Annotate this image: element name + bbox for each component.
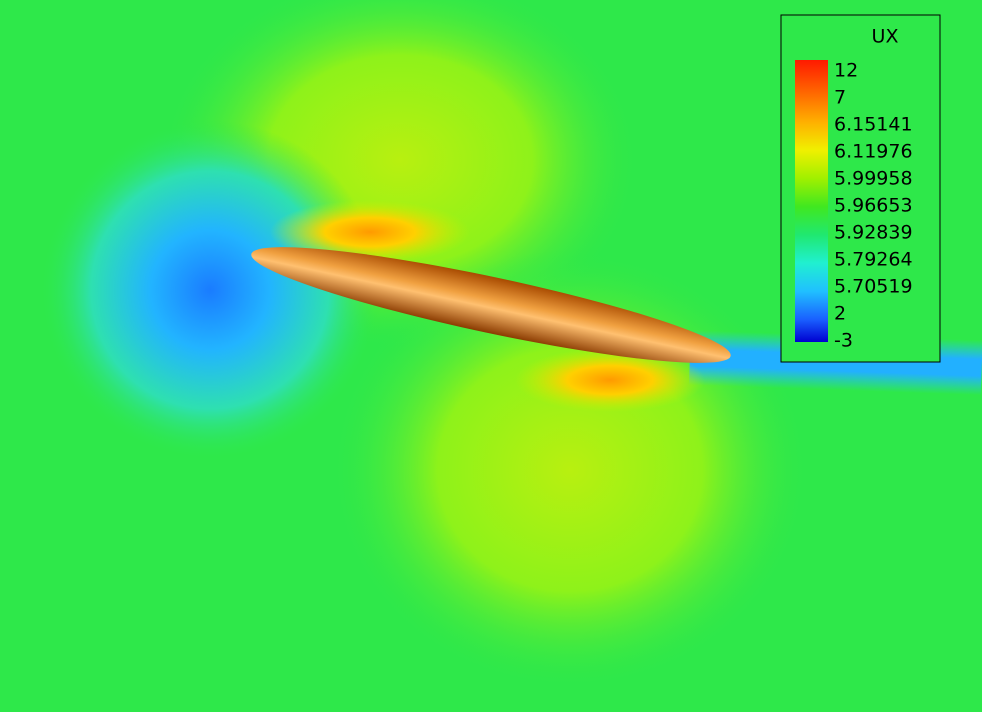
body xyxy=(251,247,731,363)
legend-label: 2 xyxy=(834,303,846,325)
upper-hot xyxy=(270,200,470,264)
legend-title: UX xyxy=(872,26,899,48)
legend-label: 7 xyxy=(834,87,846,109)
legend-label: 12 xyxy=(834,60,858,82)
legend-label: 5.99958 xyxy=(834,168,913,190)
legend-label: 5.70519 xyxy=(834,276,913,298)
legend-label: 5.96653 xyxy=(834,195,913,217)
legend-label: 5.92839 xyxy=(834,222,913,244)
legend-label: 6.11976 xyxy=(834,141,913,163)
legend-label: 6.15141 xyxy=(834,114,913,136)
lower-hot xyxy=(515,348,705,412)
legend-label: 5.79264 xyxy=(834,249,913,271)
color-bar xyxy=(795,60,828,342)
legend-label: -3 xyxy=(834,330,853,352)
front-cool xyxy=(40,120,380,460)
legend: UX 12 7 6.15141 6.11976 5.99958 5.96653 5.9283… xyxy=(780,14,941,363)
legend-labels: 12 7 6.15141 6.11976 5.99958 5.96653 5.92839 5.… xyxy=(834,60,913,352)
